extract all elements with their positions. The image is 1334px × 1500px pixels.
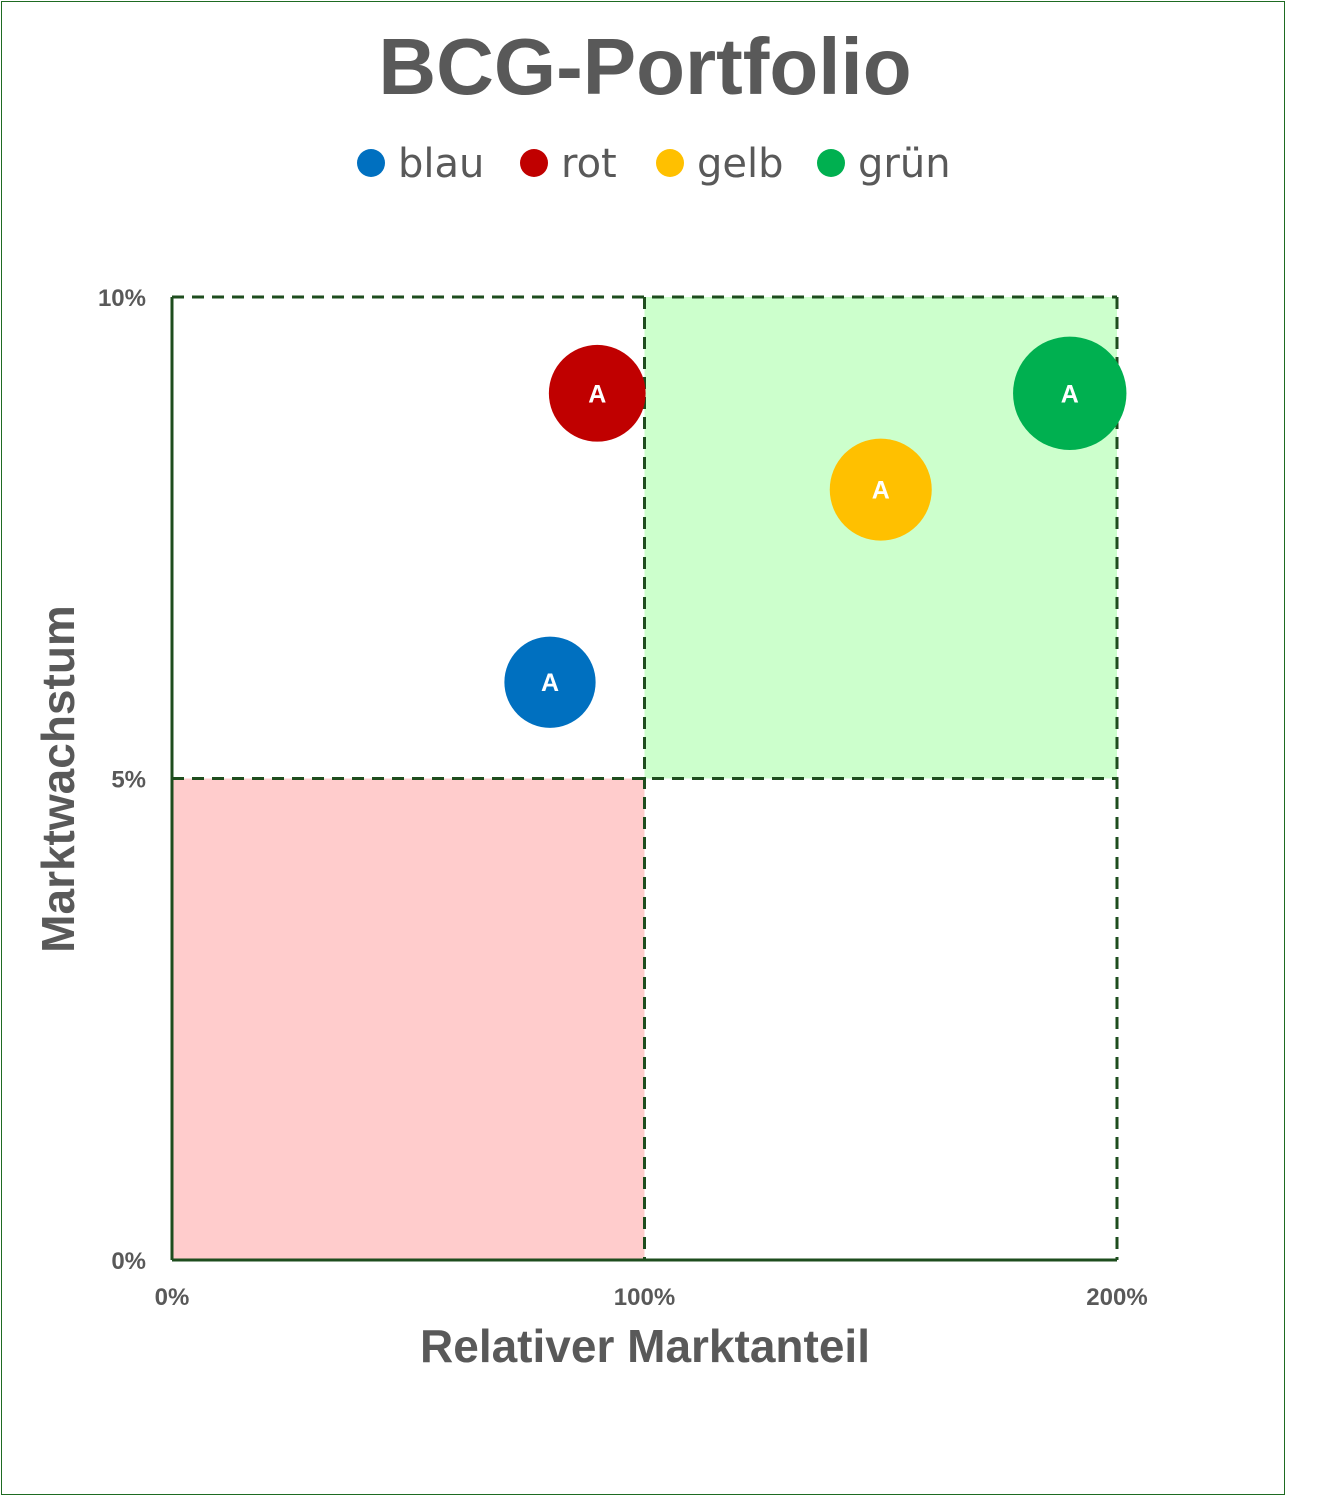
quadrant-dividers (172, 295, 1119, 1260)
bubble-3: A (829, 438, 932, 541)
bubble-label: A (872, 477, 890, 505)
legend-label: gelb (697, 141, 784, 187)
x-tick-label: 200% (1086, 1284, 1147, 1311)
bubble-label: A (541, 669, 559, 697)
x-tick-label: 0% (155, 1284, 190, 1311)
y-tick-label: 10% (98, 285, 146, 312)
bubble-circle (1013, 336, 1127, 450)
bubble-circle (504, 636, 596, 728)
bubble-1: A (504, 636, 596, 728)
legend-label: blau (398, 141, 484, 187)
y-tick-label: 5% (111, 767, 146, 794)
bubbles: A A A A (504, 336, 1127, 728)
chart-frame: BCG-Portfolio blau rot gelb grün 0% 5% 10% 0%… (1, 1, 1285, 1495)
x-axis-title: Relativer Marktanteil (420, 1320, 870, 1372)
bubble-2: A (548, 344, 646, 442)
legend-marker (520, 149, 548, 177)
bcg-portfolio-chart: BCG-Portfolio blau rot gelb grün 0% 5% 10% 0%… (32, 22, 1148, 1372)
legend-marker (357, 149, 385, 177)
y-tick-labels: 0% 5% 10% (98, 285, 146, 1275)
x-tick-labels: 0% 100% 200% (155, 1284, 1148, 1311)
legend-marker (656, 149, 684, 177)
legend-item-1: blau (357, 141, 484, 187)
legend-item-2: rot (520, 141, 617, 187)
quadrant-fill-2 (172, 778, 645, 1260)
bubble-circle (548, 344, 646, 442)
legend-label: grün (858, 141, 951, 187)
bubble-label: A (1061, 380, 1079, 408)
legend: blau rot gelb grün (357, 141, 951, 187)
y-tick-label: 0% (111, 1248, 146, 1275)
legend-label: rot (561, 141, 617, 187)
x-tick-label: 100% (614, 1284, 675, 1311)
bubble-4: A (1013, 336, 1127, 450)
bubble-circle (829, 438, 932, 541)
legend-item-3: gelb (656, 141, 784, 187)
chart-title: BCG-Portfolio (378, 22, 911, 111)
y-axis-title: Marktwachstum (32, 605, 84, 953)
legend-item-4: grün (817, 141, 951, 187)
legend-marker (817, 149, 845, 177)
bubble-label: A (588, 380, 606, 408)
